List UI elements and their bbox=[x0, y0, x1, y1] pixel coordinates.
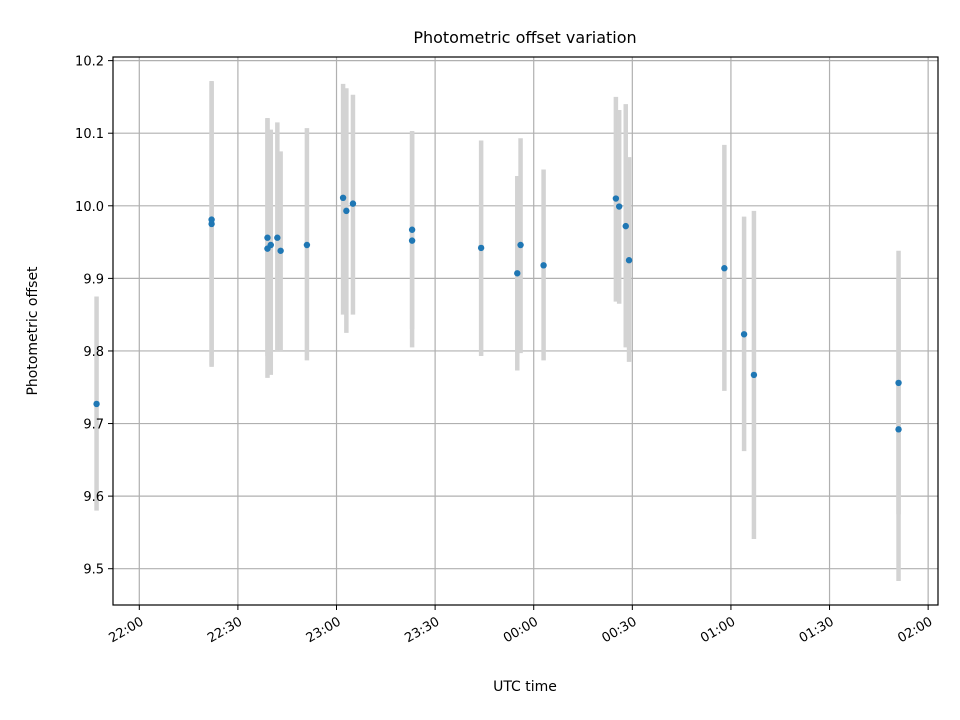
y-tick-label: 10.2 bbox=[75, 55, 104, 70]
data-point bbox=[408, 237, 416, 244]
x-tick-label: 01:00 bbox=[698, 614, 738, 646]
data-point bbox=[895, 426, 902, 433]
x-tick-label: 00:00 bbox=[501, 614, 541, 646]
data-point bbox=[477, 244, 485, 252]
data-point bbox=[339, 194, 347, 202]
data-point bbox=[208, 220, 215, 228]
data-point bbox=[343, 207, 350, 215]
data-point bbox=[349, 200, 357, 207]
data-point bbox=[514, 270, 521, 277]
data-point bbox=[267, 241, 274, 249]
data-point bbox=[517, 241, 524, 249]
data-point bbox=[93, 400, 100, 408]
data-point bbox=[721, 265, 728, 272]
data-point bbox=[277, 247, 284, 254]
data-point bbox=[895, 379, 902, 387]
y-axis-ticks: 9.5 9.6 9.7 9.8 9.9 10.0 10.1 10.2 bbox=[75, 55, 113, 578]
x-tick-label: 23:30 bbox=[402, 614, 442, 646]
y-axis-label: Photometric offset bbox=[25, 266, 41, 396]
data-point bbox=[750, 371, 758, 379]
x-axis-label: UTC time bbox=[493, 679, 557, 695]
data-point bbox=[740, 331, 748, 338]
data-point bbox=[274, 234, 281, 241]
x-tick-label: 01:30 bbox=[797, 614, 837, 646]
x-tick-label: 02:00 bbox=[895, 614, 935, 646]
y-tick-label: 9.8 bbox=[83, 345, 104, 360]
grid bbox=[113, 57, 938, 605]
plot-frame bbox=[112, 56, 939, 606]
data-point bbox=[622, 222, 629, 230]
y-tick-label: 10.0 bbox=[75, 200, 104, 215]
data-point bbox=[540, 262, 547, 269]
chart-title: Photometric offset variation bbox=[413, 28, 636, 47]
x-tick-label: 00:30 bbox=[600, 614, 640, 646]
data-points bbox=[93, 194, 902, 433]
error-bars bbox=[94, 80, 901, 582]
y-tick-label: 10.1 bbox=[75, 127, 104, 142]
data-point bbox=[408, 226, 416, 233]
y-tick-label: 9.5 bbox=[83, 563, 104, 578]
data-point bbox=[615, 203, 623, 210]
y-tick-label: 9.9 bbox=[83, 272, 104, 287]
data-point bbox=[264, 234, 271, 241]
x-axis-ticks: 22:00 22:30 23:00 23:30 00:00 00:30 01:00 01:30… bbox=[107, 605, 935, 646]
x-tick-label: 22:30 bbox=[205, 614, 245, 646]
y-tick-label: 9.7 bbox=[83, 418, 104, 433]
y-tick-label: 9.6 bbox=[83, 490, 104, 505]
data-point bbox=[625, 257, 633, 264]
x-tick-label: 23:00 bbox=[304, 614, 344, 646]
x-tick-label: 22:00 bbox=[107, 614, 147, 646]
data-point bbox=[303, 241, 311, 249]
data-point bbox=[612, 195, 620, 202]
